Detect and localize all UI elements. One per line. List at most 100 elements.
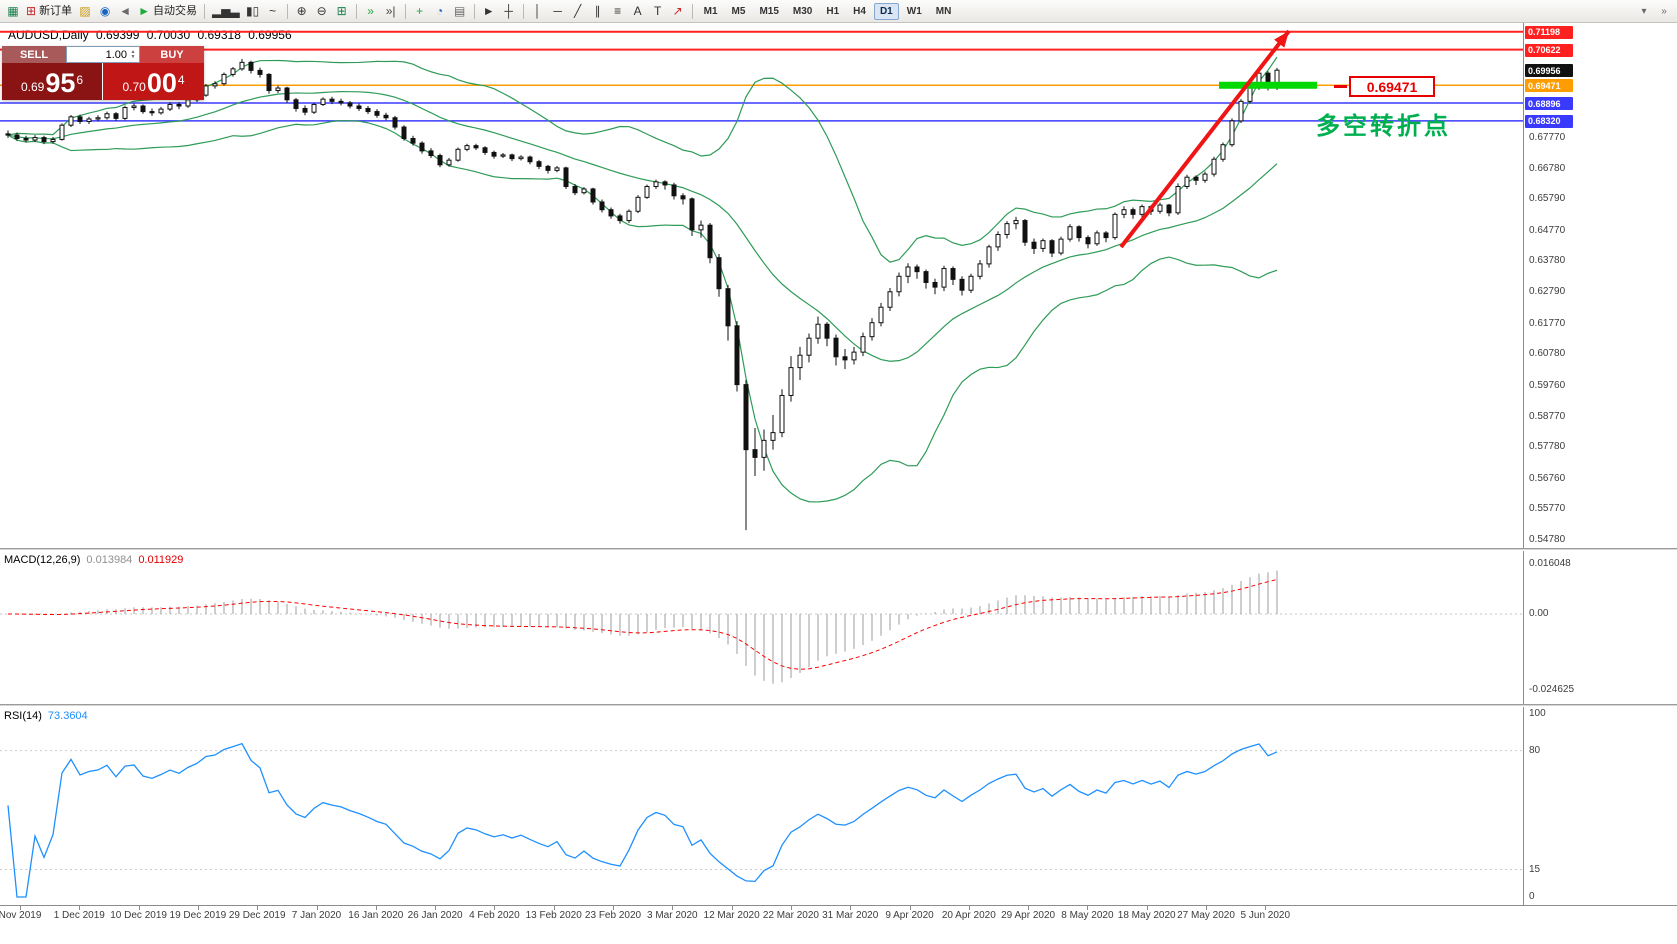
time-axis-tick <box>968 906 970 910</box>
alerts-icon[interactable]: ◄ <box>115 1 135 21</box>
autotrading-button: ► <box>138 4 150 18</box>
timeframe-H1[interactable]: H1 <box>826 5 840 17</box>
chart-info-line: AUDUSD,Daily 0.69399 0.70030 0.69318 0.6… <box>8 28 296 42</box>
sell-button[interactable]: 0.69 95 6 <box>2 63 103 100</box>
toolbar-separator <box>404 3 406 19</box>
spinner-up-icon[interactable]: ▲ <box>130 48 136 55</box>
date-label: 29 Apr 2020 <box>1001 910 1056 921</box>
hline-price-tag: 0.71198 <box>1525 25 1573 39</box>
zoom-in-icon[interactable]: ⊕ <box>292 1 312 21</box>
timeframe-W1[interactable]: W1 <box>906 5 922 17</box>
timeframe-M15[interactable]: M15 <box>759 5 779 17</box>
horizontal-line-icon[interactable]: ─ <box>548 1 568 21</box>
time-axis-tick <box>257 906 259 910</box>
price-scale-label: 0.66780 <box>1529 162 1566 174</box>
date-label: 5 Jun 2020 <box>1240 910 1291 921</box>
date-label: 9 Apr 2020 <box>885 910 934 921</box>
main-chart-panel[interactable] <box>0 23 1677 548</box>
panel-separator[interactable] <box>0 548 1677 551</box>
arrows-icon[interactable]: ↗ <box>668 1 688 21</box>
text-icon[interactable]: A <box>628 1 648 21</box>
rsi-panel[interactable] <box>0 707 1677 905</box>
price-scale-label: 0.65790 <box>1529 193 1566 205</box>
date-label: 26 Jan 2020 <box>407 910 463 921</box>
cursor-icon: ► <box>482 4 495 18</box>
fibonacci-icon[interactable]: ≡ <box>608 1 628 21</box>
rsi-scale-label: 15 <box>1529 863 1541 875</box>
zoom-in-icon: ⊕ <box>296 4 307 18</box>
spinner-down-icon[interactable]: ▼ <box>130 53 136 60</box>
turning-point-text[interactable]: 多空转折点 <box>1316 113 1451 140</box>
crosshair-icon[interactable]: ┼ <box>499 1 519 21</box>
sell-price-prefix: 0.69 <box>20 80 45 94</box>
price-flag-label[interactable]: 0.69471 <box>1349 76 1435 97</box>
timeframe-MN[interactable]: MN <box>935 5 952 17</box>
time-axis[interactable]: Nov 2019 1 Dec 2019 10 Dec 2019 19 Dec 2019… <box>0 905 1677 923</box>
timeframe-M5[interactable]: M5 <box>731 5 746 17</box>
equidistant-channel-icon[interactable]: ∥ <box>588 1 608 21</box>
templates-icon: ▤ <box>453 4 466 18</box>
date-label: 18 May 2020 <box>1117 910 1176 921</box>
auto-scroll-icon[interactable]: » <box>361 1 381 21</box>
price-scale-label: 0.63780 <box>1529 255 1566 267</box>
zoom-out-icon[interactable]: ⊖ <box>312 1 332 21</box>
history-folder-icon[interactable]: ▨ <box>75 1 95 21</box>
periods-icon[interactable]: ◔ <box>430 1 450 21</box>
date-label: 27 May 2020 <box>1177 910 1235 921</box>
toolbar-separator <box>355 3 357 19</box>
chart-shift-icon[interactable]: »| <box>381 1 401 21</box>
timeframe-H4[interactable]: H4 <box>853 5 866 17</box>
chart-window-icon[interactable]: ▦ <box>3 1 23 21</box>
tile-windows-icon[interactable]: ⊞ <box>332 1 352 21</box>
autotrading-button[interactable]: ► 自动交易 <box>135 1 200 21</box>
cursor-icon[interactable]: ► <box>479 1 499 21</box>
line-chart-icon[interactable]: ~ <box>263 1 283 21</box>
timeframe-D1[interactable]: D1 <box>873 2 899 20</box>
hline-price-tag: 0.69471 <box>1525 79 1573 93</box>
symbol-period-label: AUDUSD,Daily <box>8 28 89 42</box>
toolbar-overflow: ▾» <box>1634 2 1674 22</box>
buy-price-big: 00 <box>146 68 177 98</box>
profiles-icon[interactable]: ◉ <box>95 1 115 21</box>
candlestick-chart-icon[interactable]: ▮▯ <box>243 1 263 21</box>
price-axis[interactable]: 0.67770 0.66780 0.65790 0.64770 0.63780 0.627… <box>1524 23 1677 923</box>
sell-tab[interactable]: SELL <box>2 46 66 63</box>
volume-spinner[interactable]: ▲ ▼ <box>128 47 138 62</box>
macd-panel[interactable] <box>0 551 1677 704</box>
price-scale-label: 0.61770 <box>1529 317 1566 329</box>
vertical-line-icon[interactable]: │ <box>528 1 548 21</box>
toolbar-separator <box>203 3 205 19</box>
rsi-name: RSI(14) <box>4 710 42 722</box>
toolbar-overflow-more-icon[interactable]: » <box>1661 6 1667 17</box>
price-flag-dash <box>1334 85 1347 88</box>
arrows-icon: ↗ <box>672 4 683 18</box>
label-icon[interactable]: T <box>648 1 668 21</box>
horizontal-line-icon: ─ <box>553 4 562 18</box>
macd-scale-max: 0.016048 <box>1529 558 1571 569</box>
bar-chart-icon: ▂▅▃ <box>211 4 240 18</box>
candlestick-chart-icon: ▮▯ <box>246 4 260 18</box>
trendline-icon[interactable]: ╱ <box>568 1 588 21</box>
time-axis-tick <box>613 906 614 910</box>
rsi-scale-label: 0 <box>1529 891 1535 902</box>
buy-button[interactable]: 0.70 00 4 <box>103 63 204 100</box>
indicators-icon[interactable]: + <box>410 1 430 21</box>
templates-icon[interactable]: ▤ <box>450 1 470 21</box>
price-scale-label: 0.56760 <box>1529 472 1566 484</box>
new-order-button[interactable]: ⊞ 新订单 <box>23 1 75 21</box>
toolbar-overflow-down-icon[interactable]: ▾ <box>1641 6 1647 17</box>
buy-tab[interactable]: BUY <box>140 46 204 63</box>
price-scale-label: 0.55770 <box>1529 503 1566 515</box>
toolbar-separator <box>691 3 693 19</box>
timeframe-M30[interactable]: M30 <box>792 5 813 17</box>
time-axis-tick <box>850 906 852 910</box>
panel-separator[interactable] <box>0 704 1677 707</box>
volume-input[interactable]: 1.00 ▲ ▼ <box>66 46 140 63</box>
timeframe-M1[interactable]: M1 <box>703 5 718 17</box>
high-value: 0.70030 <box>146 28 191 42</box>
close-value: 0.69956 <box>248 28 292 42</box>
bar-chart-icon[interactable]: ▂▅▃ <box>209 1 243 21</box>
date-label: 12 Mar 2020 <box>703 910 760 921</box>
date-label: 29 Dec 2019 <box>228 910 286 921</box>
periods-icon: ◔ <box>436 4 444 18</box>
